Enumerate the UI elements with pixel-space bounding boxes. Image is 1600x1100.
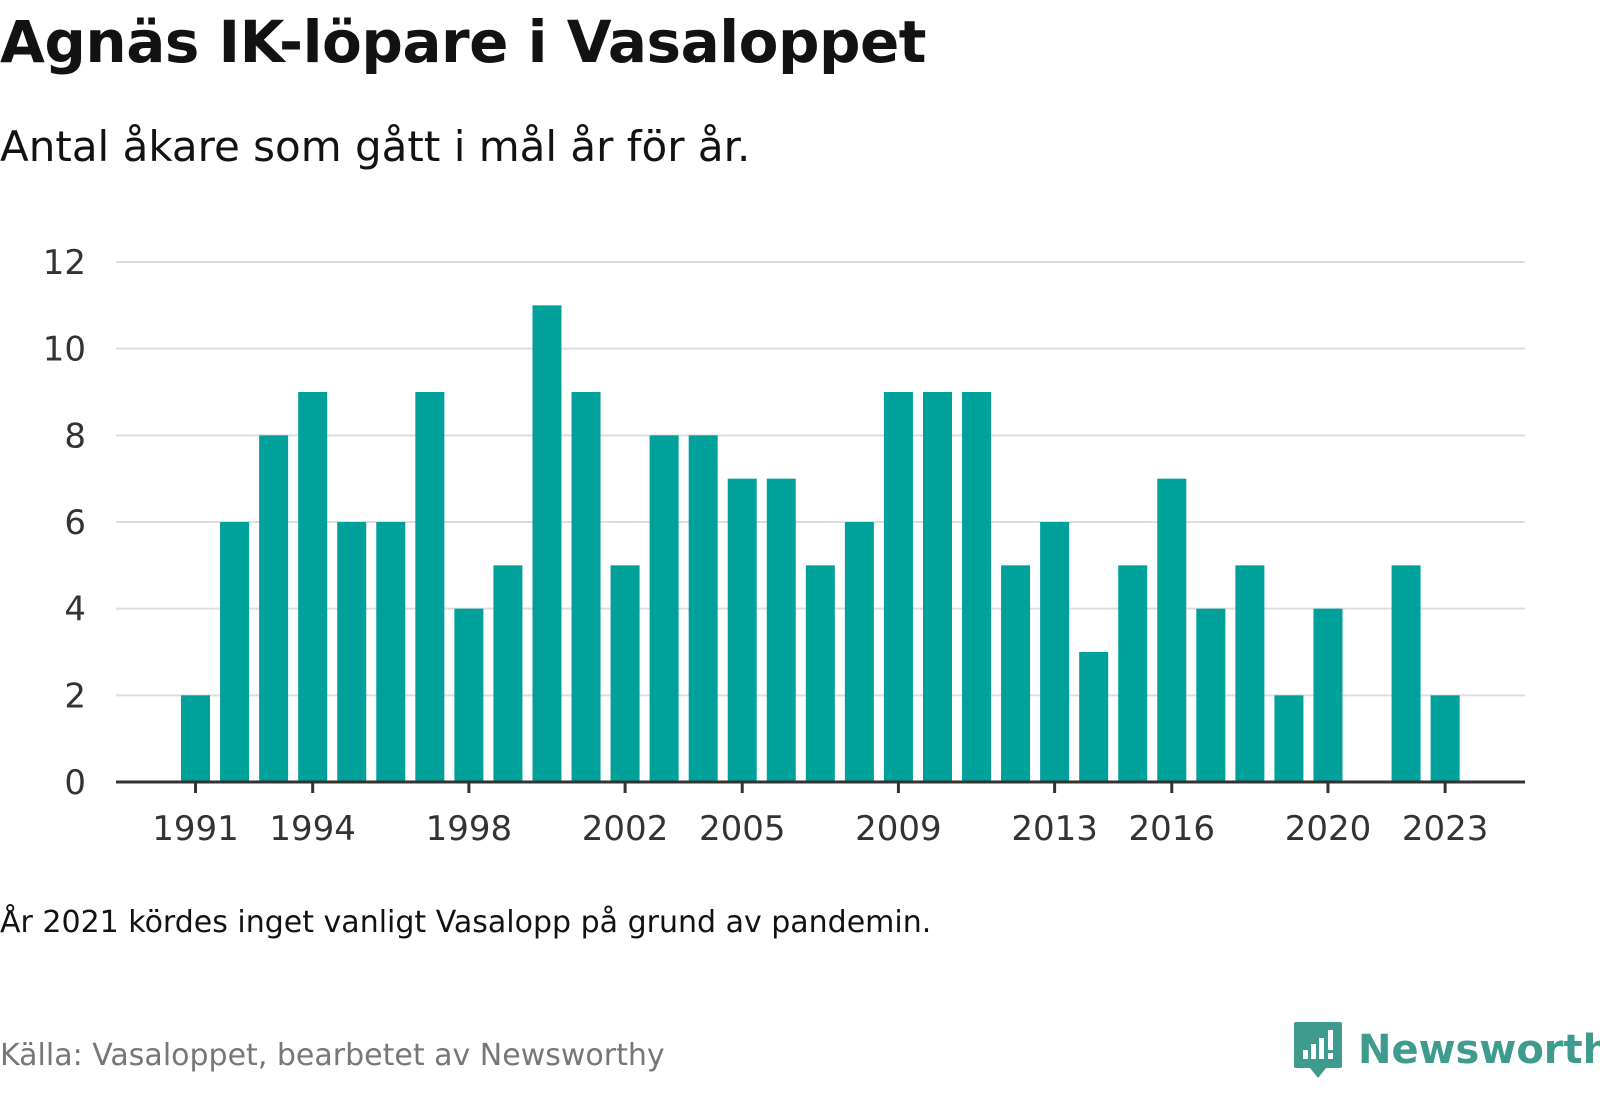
bar-1997 [415, 392, 445, 782]
bar-1995 [337, 522, 367, 782]
bar-2000 [532, 305, 562, 782]
newsworthy-logo-icon [1294, 1022, 1342, 1078]
bar-1999 [493, 565, 523, 782]
bar-1993 [259, 435, 289, 782]
bar-2023 [1430, 695, 1460, 782]
bar-2016 [1157, 478, 1187, 782]
source-text: Källa: Vasaloppet, bearbetet av Newswort… [0, 1038, 665, 1073]
bar-1998 [454, 608, 484, 782]
x-tick-label: 2002 [582, 809, 669, 849]
bar-2011 [962, 392, 992, 782]
bar-2012 [1001, 565, 1031, 782]
y-tick-label: 10 [43, 330, 86, 370]
bar-chart: 0 2 4 6 8 10 12 1991 1994 1998 2002 2005 2009 2013 201… [43, 243, 1525, 849]
bar-2014 [1079, 652, 1109, 782]
bar-2005 [727, 478, 757, 782]
x-tick-label: 2013 [1011, 809, 1098, 849]
brand-logo[interactable]: Newsworthy [1292, 1020, 1600, 1080]
bar-2017 [1196, 608, 1226, 782]
y-tick-label: 12 [43, 243, 86, 283]
bar-1994 [298, 392, 328, 782]
x-tick-label: 2020 [1285, 809, 1372, 849]
bar-2006 [766, 478, 796, 782]
chart-note: År 2021 kördes inget vanligt Vasalopp på… [0, 905, 932, 940]
bar-2003 [649, 435, 679, 782]
x-tick-label: 2009 [855, 809, 942, 849]
x-tick-label: 2005 [699, 809, 786, 849]
y-tick-label: 6 [64, 503, 86, 543]
axis-layer [116, 780, 1525, 793]
x-tick-label: 1991 [152, 809, 239, 849]
y-tick-label: 2 [64, 676, 86, 716]
chart-subtitle: Antal åkare som gått i mål år för år. [0, 122, 751, 171]
bar-2018 [1235, 565, 1265, 782]
y-tick-label: 8 [64, 416, 86, 456]
bar-2009 [883, 392, 913, 782]
bar-2010 [922, 392, 952, 782]
x-tick-label: 1998 [426, 809, 513, 849]
bar-2001 [571, 392, 601, 782]
brand-name: Newsworthy [1358, 1027, 1600, 1073]
bar-1991 [181, 695, 211, 782]
x-tick-label: 2023 [1402, 809, 1489, 849]
bar-2002 [610, 565, 640, 782]
bar-2008 [844, 522, 874, 782]
bar-2013 [1040, 522, 1070, 782]
bar-2020 [1313, 608, 1343, 782]
chart-title: Agnäs IK-löpare i Vasaloppet [0, 8, 927, 76]
bar-2004 [688, 435, 718, 782]
y-tick-label: 4 [64, 590, 86, 630]
bar-2022 [1391, 565, 1421, 782]
bar-2007 [805, 565, 835, 782]
x-tick-label: 2016 [1129, 809, 1216, 849]
x-tick-label: 1994 [269, 809, 356, 849]
bar-2019 [1274, 695, 1304, 782]
bar-layer [181, 305, 1460, 782]
bar-2015 [1118, 565, 1148, 782]
y-tick-label: 0 [64, 763, 86, 803]
label-layer: 0 2 4 6 8 10 12 1991 1994 1998 2002 2005 2009 2013 201… [43, 243, 1489, 849]
bar-1996 [376, 522, 406, 782]
bar-1992 [220, 522, 250, 782]
